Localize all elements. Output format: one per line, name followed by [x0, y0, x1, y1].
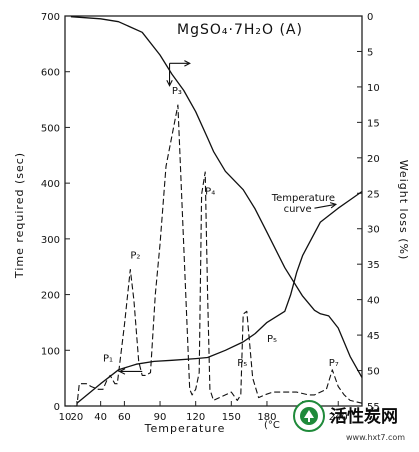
axes — [64, 15, 363, 407]
series-temperature-curve — [76, 190, 363, 404]
y-left-tick-label: 0 — [54, 402, 60, 413]
y-left-tick-label: 300 — [41, 235, 60, 246]
x-tick-label: 20 — [71, 412, 84, 423]
y-right-tick-label: 35 — [367, 260, 380, 271]
annotation-label: P₅ — [267, 334, 277, 345]
y-right-tick-label: 40 — [367, 296, 380, 307]
watermark-text: 活性炭网 — [330, 406, 398, 427]
annotation-label: P₇ — [329, 358, 339, 369]
weight-loss-arrow-head — [184, 60, 191, 67]
y-right-tick-label: 20 — [367, 154, 380, 165]
annotation-label: Temperature — [271, 193, 335, 204]
y-right-tick-label: 50 — [367, 367, 380, 378]
y-right-axis-title: Weight loss (%) — [397, 160, 410, 261]
annotation-label: P₄ — [205, 186, 215, 197]
x-tick-label: 180 — [257, 412, 276, 423]
y-left-tick-label: 500 — [41, 123, 60, 134]
watermark-url: www.hxt7.com — [346, 433, 405, 442]
y-right-tick-label: 0 — [367, 12, 373, 23]
weight-loss-drop-arrow-head — [166, 80, 173, 87]
series-heating-profile — [65, 104, 363, 407]
x-tick-label: 90 — [154, 412, 167, 423]
y-left-tick-label: 400 — [41, 179, 60, 190]
y-right-tick-label: 5 — [367, 47, 373, 58]
y-left-tick-label: 600 — [41, 68, 60, 79]
series-layer — [65, 16, 363, 407]
x-tick-label: 40 — [94, 412, 107, 423]
series-weight-loss — [70, 16, 363, 378]
x-tick-label: 150 — [222, 412, 241, 423]
p1-arrow-head — [118, 368, 126, 375]
temperature-curve-arrow — [314, 203, 336, 209]
annotation-label: P₃ — [172, 86, 182, 97]
y-right-tick-label: 45 — [367, 331, 380, 342]
y-left-tick-label: 700 — [41, 12, 60, 23]
x-tick-label: 120 — [186, 412, 205, 423]
x-axis-title: Temperature — [144, 422, 226, 435]
annotation-label: P₂ — [130, 250, 140, 261]
annotation-label: curve — [284, 204, 312, 215]
y-right-tick-label: 15 — [367, 118, 380, 129]
x-unit-fragment: (°C — [264, 420, 280, 431]
watermark: 活性炭网 www.hxt7.com — [293, 400, 405, 442]
x-tick-label: 10 — [59, 412, 72, 423]
y-left-tick-label: 200 — [41, 291, 60, 302]
arrows-layer — [118, 60, 338, 375]
annotation-label: P₅ — [237, 358, 247, 369]
y-right-tick-label: 30 — [367, 225, 380, 236]
y-left-axis-title: Time required (sec) — [13, 152, 26, 279]
annotation-label: P₁ — [103, 353, 113, 364]
y-right-tick-label: 25 — [367, 189, 380, 200]
plot-frame — [64, 15, 363, 407]
y-right-tick-label: 10 — [367, 83, 380, 94]
x-tick-label: 240 — [329, 412, 348, 423]
watermark-logo-icon — [293, 400, 325, 432]
chart-title: MgSO₄·7H₂O (A) — [177, 22, 303, 38]
y-left-tick-label: 100 — [41, 346, 60, 357]
x-tick-label: 60 — [118, 412, 131, 423]
temperature-curve-arrow-head — [329, 202, 338, 209]
y-right-tick-label: 55 — [367, 402, 380, 413]
